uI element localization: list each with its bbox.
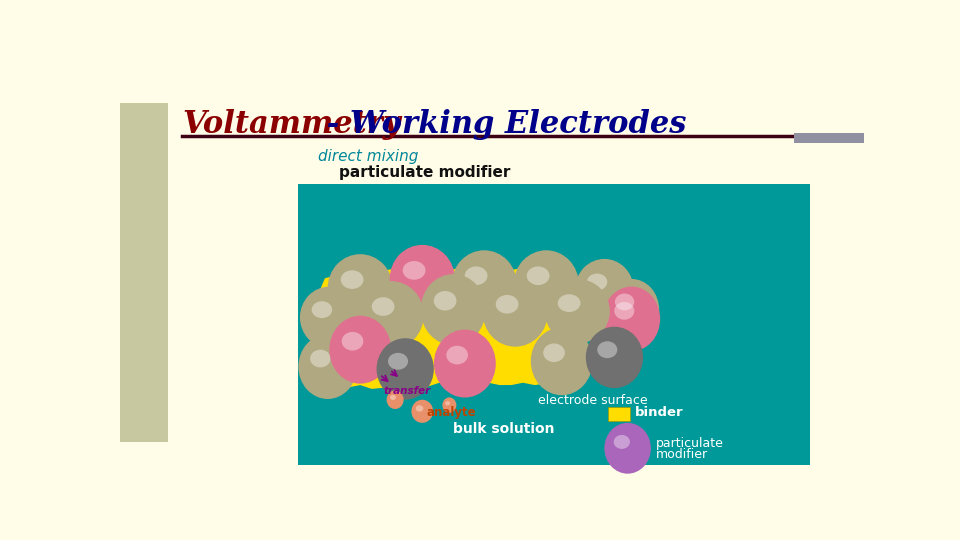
Bar [299,184,809,465]
Ellipse shape [605,423,651,474]
Ellipse shape [544,279,610,343]
Ellipse shape [443,397,456,413]
Ellipse shape [310,350,330,367]
Ellipse shape [300,287,358,348]
Text: Voltammetry: Voltammetry [182,110,400,140]
Ellipse shape [420,274,486,345]
Text: - Working Electrodes: - Working Electrodes [316,110,686,140]
Ellipse shape [376,338,434,400]
Text: analyte: analyte [426,406,476,419]
Ellipse shape [597,341,617,358]
Ellipse shape [603,287,660,351]
Ellipse shape [527,266,549,285]
Ellipse shape [329,316,391,383]
Ellipse shape [446,346,468,365]
Ellipse shape [615,294,635,310]
Ellipse shape [604,279,660,340]
Ellipse shape [614,302,635,320]
Text: modifier: modifier [657,448,708,461]
Text: direct mixing: direct mixing [318,150,418,165]
Ellipse shape [587,274,608,291]
Ellipse shape [327,254,393,322]
Ellipse shape [312,301,332,318]
Ellipse shape [387,390,403,409]
Ellipse shape [434,329,495,397]
Polygon shape [320,269,579,388]
Ellipse shape [514,251,579,318]
Text: particulate modifier: particulate modifier [318,165,510,180]
Ellipse shape [372,297,395,316]
Ellipse shape [558,294,581,312]
Ellipse shape [452,251,516,318]
Bar [794,132,864,143]
Ellipse shape [483,279,548,347]
Ellipse shape [416,405,423,411]
Ellipse shape [586,327,643,388]
Text: transfer: transfer [383,386,431,396]
Ellipse shape [388,353,408,370]
Ellipse shape [462,347,494,384]
Ellipse shape [299,334,357,399]
Ellipse shape [613,435,630,449]
Ellipse shape [390,395,396,400]
Text: bulk solution: bulk solution [453,422,555,436]
Ellipse shape [359,281,423,349]
Ellipse shape [390,245,455,313]
Ellipse shape [575,259,634,320]
Ellipse shape [403,261,425,280]
Ellipse shape [543,343,564,362]
Bar [120,103,168,442]
Ellipse shape [495,295,518,314]
Text: binder: binder [636,406,684,420]
Ellipse shape [531,327,592,395]
Ellipse shape [445,401,450,406]
Bar [609,408,630,421]
Text: electrode surface: electrode surface [539,394,648,407]
Ellipse shape [341,271,364,289]
Ellipse shape [434,291,457,310]
Text: particulate: particulate [657,437,724,450]
Ellipse shape [465,266,488,285]
Ellipse shape [412,400,433,423]
Ellipse shape [342,332,363,350]
